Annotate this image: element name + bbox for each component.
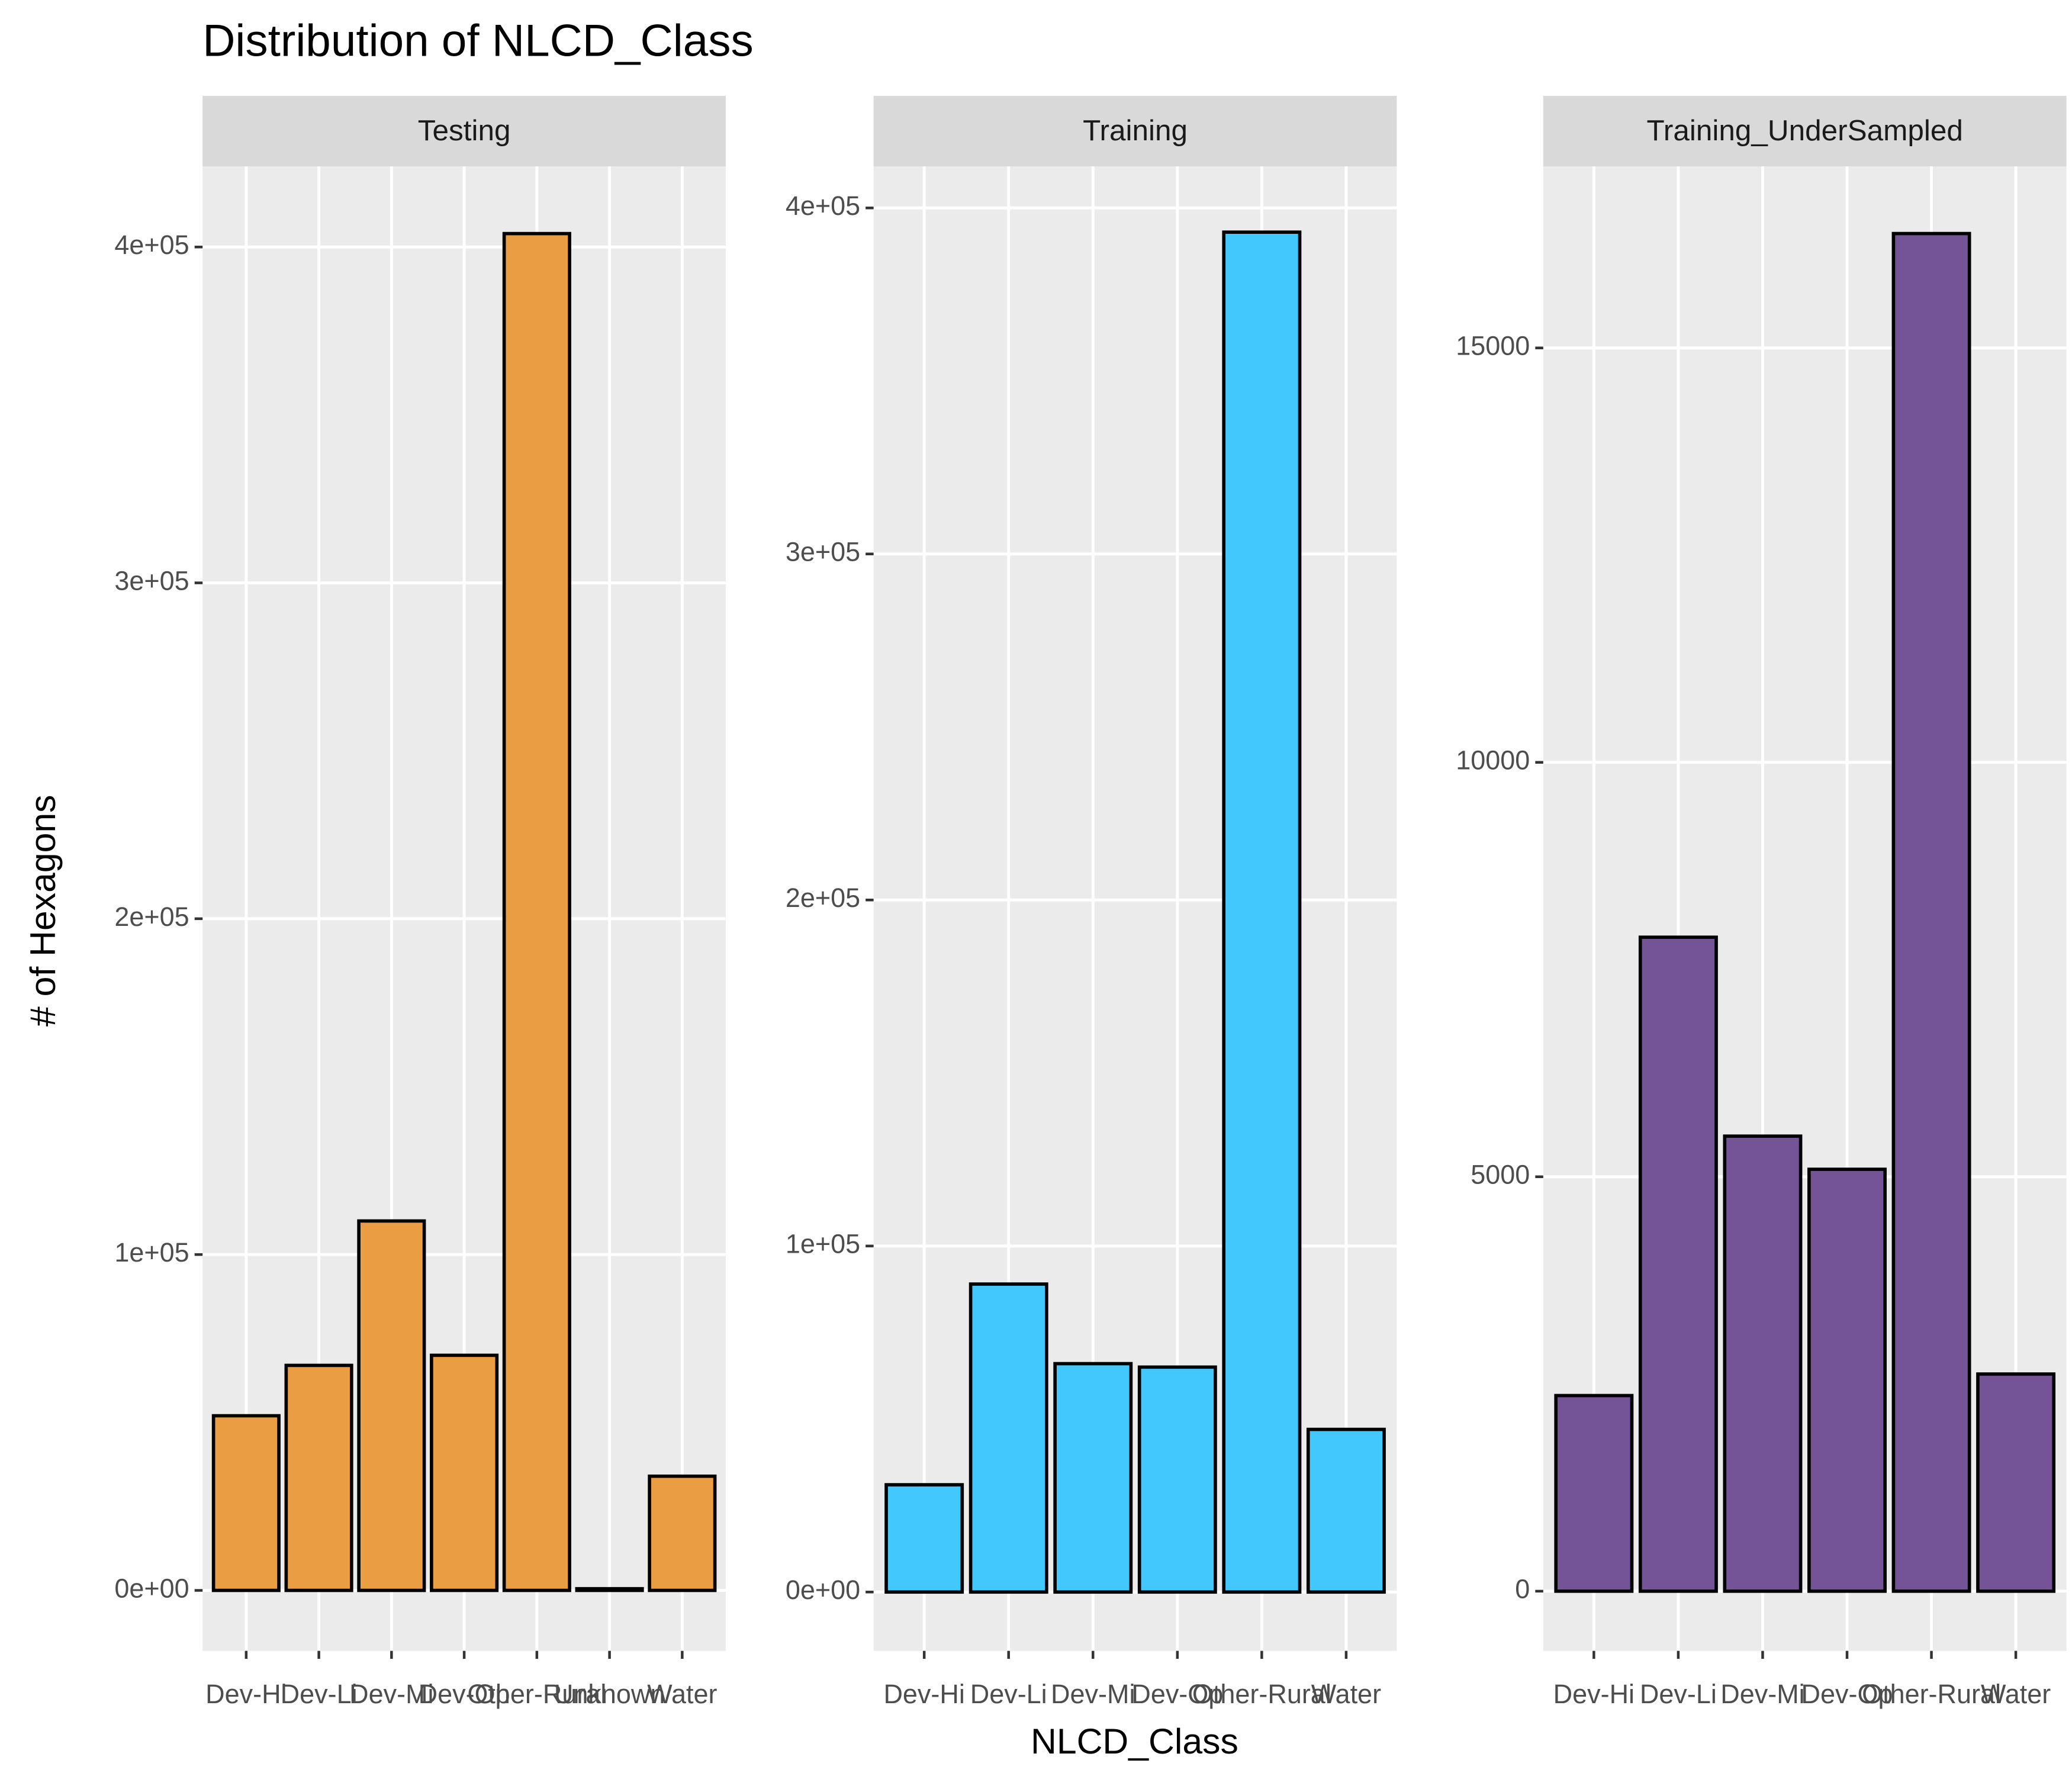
bar	[575, 1587, 644, 1592]
x-tick-label: Dev-Mi	[349, 1679, 433, 1709]
x-tick-label: Dev-Mi	[1720, 1679, 1804, 1709]
bar	[1976, 1372, 2056, 1593]
x-tick-label: Other-Rural	[1862, 1679, 2001, 1709]
bar	[357, 1219, 426, 1592]
y-tick-label: 15000	[1456, 331, 1530, 361]
strip-label: Testing	[418, 114, 511, 147]
bar	[502, 231, 571, 1592]
x-tick-label: Other-Rural	[467, 1679, 606, 1709]
bar	[211, 1414, 281, 1592]
y-tick-label: 3e+05	[786, 537, 860, 567]
strip-label: Training	[1083, 114, 1188, 147]
strip	[1543, 95, 2067, 167]
x-tick-label: Dev-Hi	[1553, 1679, 1635, 1709]
y-tick-label: 4e+05	[786, 191, 860, 221]
bar	[1723, 1134, 1803, 1593]
strip	[202, 95, 726, 167]
x-tick-label: Dev-Op	[1131, 1679, 1223, 1709]
bar	[1222, 230, 1302, 1594]
x-tick-label: Water	[647, 1679, 717, 1709]
strip-label: Training_UnderSampled	[1647, 114, 1963, 147]
y-tick-label: 1e+05	[786, 1229, 860, 1259]
y-tick-label: 10000	[1456, 745, 1530, 776]
y-tick-label: 5000	[1471, 1160, 1530, 1190]
bar	[1053, 1362, 1133, 1594]
y-tick-label: 0	[1515, 1574, 1530, 1604]
x-tick-label: Dev-Li	[1640, 1679, 1717, 1709]
x-tick-label: Dev-Hi	[883, 1679, 964, 1709]
y-tick-label: 0e+00	[786, 1575, 860, 1605]
x-tick-label: Unknown	[554, 1679, 665, 1709]
bar	[284, 1363, 353, 1592]
bar	[1137, 1365, 1217, 1594]
panel-background	[873, 166, 1397, 1651]
x-tick-label: Other-Rural	[1192, 1679, 1331, 1709]
x-tick-label: Dev-Op	[419, 1679, 510, 1709]
x-tick-label: Dev-Li	[281, 1679, 358, 1709]
x-tick-label: Water	[1981, 1679, 2051, 1709]
x-tick-label: Water	[1311, 1679, 1381, 1709]
strip	[873, 95, 1397, 167]
bar	[969, 1282, 1048, 1594]
bar	[1891, 231, 1971, 1593]
bar	[648, 1474, 717, 1592]
bar	[884, 1483, 964, 1594]
chart-title: Distribution of NLCD_Class	[202, 15, 754, 66]
bar	[1554, 1394, 1634, 1593]
y-tick-label: 0e+00	[114, 1573, 189, 1603]
bar	[1638, 935, 1718, 1593]
y-axis-title: # of Hexagons	[22, 794, 63, 1026]
y-tick-label: 4e+05	[114, 230, 189, 260]
y-tick-label: 2e+05	[114, 902, 189, 932]
bar	[1306, 1427, 1386, 1594]
bar	[1807, 1167, 1887, 1593]
x-tick-label: Dev-Li	[970, 1679, 1047, 1709]
y-tick-label: 1e+05	[114, 1237, 189, 1267]
bar	[430, 1353, 499, 1592]
x-axis-title: NLCD_Class	[1031, 1721, 1238, 1761]
x-tick-label: Dev-Hi	[205, 1679, 287, 1709]
x-tick-label: Dev-Op	[1801, 1679, 1893, 1709]
x-tick-label: Dev-Mi	[1051, 1679, 1135, 1709]
y-tick-label: 2e+05	[786, 883, 860, 913]
y-tick-label: 3e+05	[114, 565, 189, 596]
